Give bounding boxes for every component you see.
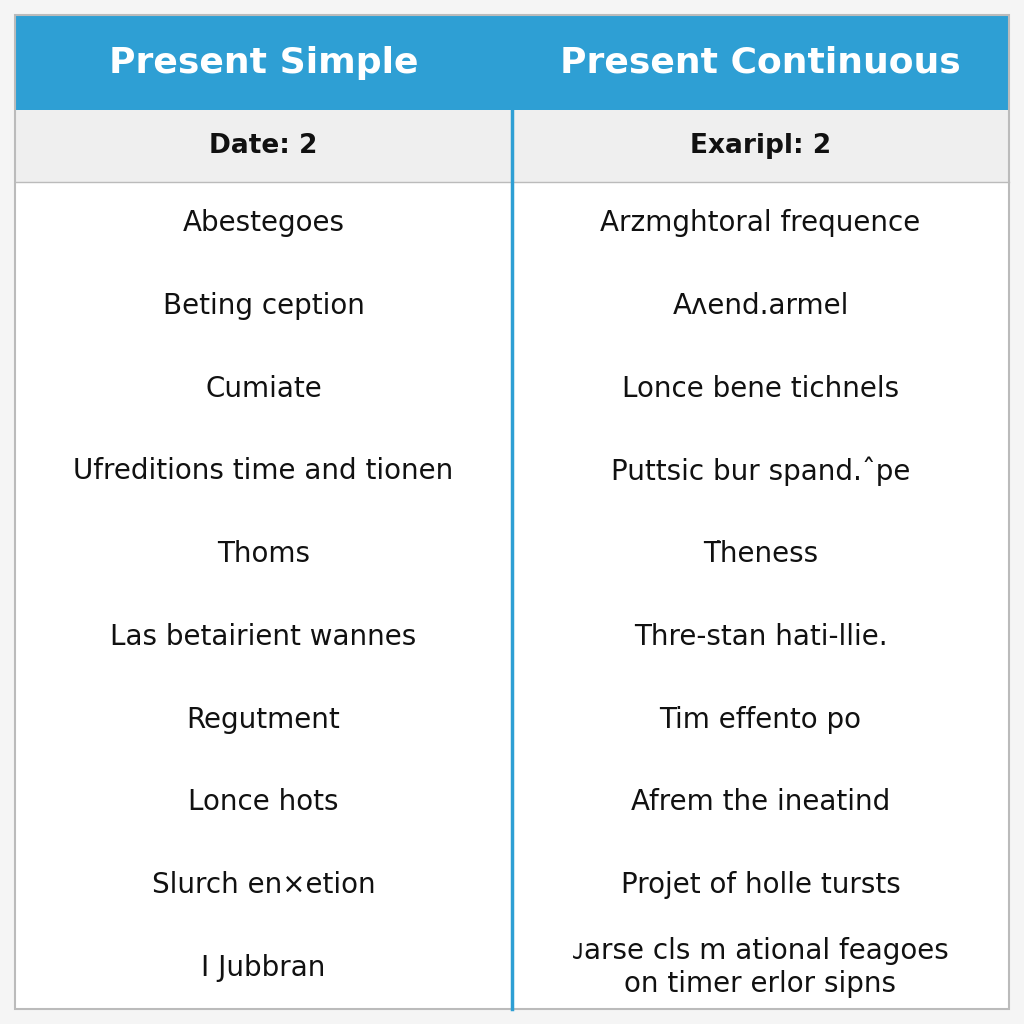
FancyBboxPatch shape: [15, 182, 1009, 1009]
Text: Present Continuous: Present Continuous: [560, 45, 961, 80]
Text: Abestegoes: Abestegoes: [182, 209, 344, 238]
Text: Thre-stan hati-llie.: Thre-stan hati-llie.: [634, 623, 888, 651]
FancyBboxPatch shape: [15, 15, 1009, 110]
Text: Exaripl: 2: Exaripl: 2: [690, 133, 831, 159]
Text: Tim effento po: Tim effento po: [659, 706, 861, 733]
Text: Thoms: Thoms: [217, 540, 310, 568]
Text: Beting ception: Beting ception: [163, 292, 365, 321]
Text: Regutment: Regutment: [186, 706, 340, 733]
Text: Slurch en×etion: Slurch en×etion: [152, 871, 376, 899]
Text: Lonce bene tichnels: Lonce bene tichnels: [622, 375, 899, 402]
Text: Lonce hots: Lonce hots: [188, 788, 339, 816]
FancyBboxPatch shape: [15, 110, 1009, 182]
Text: Ufreditions time and tionen: Ufreditions time and tionen: [74, 458, 454, 485]
Text: Arzmghtoral frequence: Arzmghtoral frequence: [600, 209, 921, 238]
Text: ᴊarse cls m ational feagoes
on timer erlor sipns: ᴊarse cls m ational feagoes on timer erl…: [572, 937, 948, 997]
Text: Date: 2: Date: 2: [209, 133, 317, 159]
Text: Puttsic bur spand.ˆpe: Puttsic bur spand.ˆpe: [610, 457, 910, 486]
Text: Cumiate: Cumiate: [205, 375, 322, 402]
Text: Projet of holle tursts: Projet of holle tursts: [621, 871, 900, 899]
Text: Present Simple: Present Simple: [109, 45, 418, 80]
Text: Las betairient wannes: Las betairient wannes: [111, 623, 417, 651]
Text: I Jubbran: I Jubbran: [202, 953, 326, 982]
Text: T͘heness: T͘heness: [702, 540, 818, 568]
Text: Aʌend.armel: Aʌend.armel: [673, 292, 849, 321]
Text: Afrem the ineatind: Afrem the ineatind: [631, 788, 890, 816]
